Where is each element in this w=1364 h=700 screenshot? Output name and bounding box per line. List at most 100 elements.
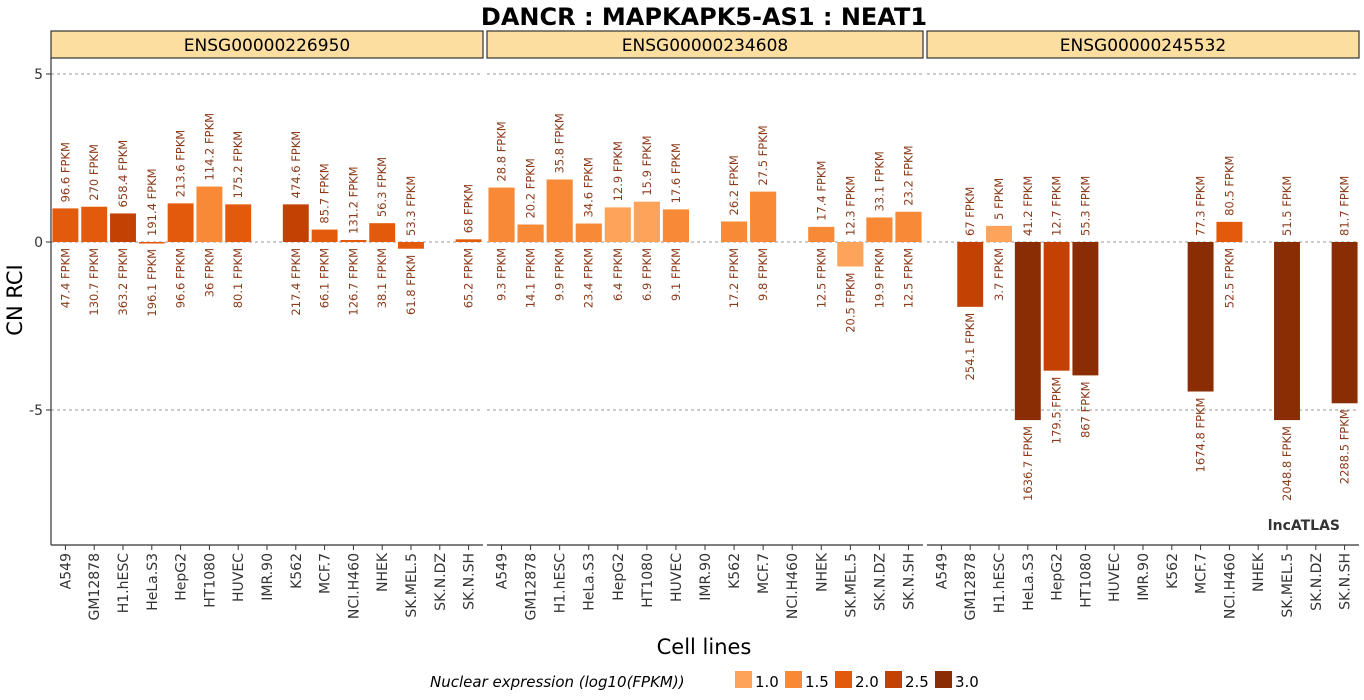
- bar-label-nuclear: 270 FPKM: [87, 144, 101, 201]
- legend-label: 1.5: [805, 673, 829, 691]
- bar-label-cytoplasm: 217.4 FPKM: [289, 248, 303, 316]
- bar: [52, 208, 79, 242]
- bar-label-cytoplasm: 179.5 FPKM: [1050, 377, 1064, 445]
- y-axis: 5 0 -5: [29, 58, 52, 545]
- bar-label-nuclear: 56.3 FPKM: [375, 157, 389, 217]
- panel-3: ENSG00000245532 A549 GM12878 67 FPKM 254.1 F…: [926, 30, 1360, 620]
- bar: [546, 179, 573, 242]
- panel-strip-label: ENSG00000234608: [622, 36, 788, 56]
- x-tick-label: SK.MEL.5: [843, 553, 859, 618]
- legend-swatch: [935, 671, 952, 688]
- bar: [196, 186, 223, 242]
- bar: [1043, 242, 1070, 371]
- bar: [488, 187, 515, 242]
- x-tick-label: GM12878: [524, 553, 540, 620]
- bar-label-nuclear: 15.9 FPKM: [640, 135, 654, 195]
- bar-label-nuclear: 68 FPKM: [462, 184, 476, 233]
- bar-label-cytoplasm: 38.1 FPKM: [375, 248, 389, 308]
- x-tick-label: NCI.H460: [346, 553, 362, 619]
- bar-label-cytoplasm: 6.4 FPKM: [611, 248, 625, 301]
- x-tick-label: HUVEC: [231, 553, 247, 602]
- bar-label-cytoplasm: 80.1 FPKM: [231, 248, 245, 308]
- bar-label-cytoplasm: 867 FPKM: [1078, 381, 1092, 438]
- bar: [311, 229, 338, 242]
- bar: [895, 211, 922, 242]
- bar-label-cytoplasm: 17.2 FPKM: [727, 248, 741, 308]
- legend-label: 2.5: [905, 673, 929, 691]
- bar-label-cytoplasm: 130.7 FPKM: [87, 248, 101, 316]
- x-tick-label: SK.N.DZ: [1309, 553, 1325, 611]
- bar-label-cytoplasm: 23.4 FPKM: [582, 248, 596, 308]
- bar: [282, 204, 309, 242]
- bar-label-cytoplasm: 12.5 FPKM: [901, 248, 915, 308]
- x-tick-label: HeLa.S3: [145, 553, 161, 611]
- bar-label-nuclear: 77.3 FPKM: [1194, 176, 1208, 236]
- bar: [662, 209, 690, 242]
- legend-label: 2.0: [855, 673, 879, 691]
- x-tick-label: HepG2: [1050, 553, 1066, 601]
- bar-label-cytoplasm: 9.3 FPKM: [495, 248, 509, 301]
- panels: ENSG00000226950 A549 96.6 FPKM 47.4 FPKM GM1…: [50, 30, 1360, 620]
- bar: [750, 191, 777, 242]
- bar-label-cytoplasm: 61.8 FPKM: [404, 255, 418, 315]
- bar: [455, 239, 482, 242]
- legend-swatch: [735, 671, 752, 688]
- y-axis-title: CN RCI: [3, 264, 27, 335]
- bar: [837, 242, 864, 267]
- panel-strip-label: ENSG00000245532: [1060, 36, 1226, 56]
- legend-title: Nuclear expression (log10(FPKM)): [430, 673, 685, 691]
- bar-label-nuclear: 81.7 FPKM: [1338, 176, 1352, 236]
- bar: [604, 207, 631, 242]
- panel-1: ENSG00000226950 A549 96.6 FPKM 47.4 FPKM GM1…: [50, 30, 484, 620]
- bar-label-cytoplasm: 2048.8 FPKM: [1280, 426, 1294, 501]
- bar: [1216, 221, 1243, 242]
- bar-label-nuclear: 17.6 FPKM: [669, 143, 683, 203]
- bar: [1274, 242, 1300, 421]
- x-tick-label: H1.hESC: [553, 553, 569, 613]
- x-tick-label: NHEK: [375, 552, 391, 592]
- x-tick-label: HeLa.S3: [1021, 553, 1037, 611]
- x-tick-label: SK.N.SH: [462, 553, 478, 610]
- bar-label-nuclear: 51.5 FPKM: [1280, 176, 1294, 236]
- bar-label-nuclear: 85.7 FPKM: [318, 163, 332, 223]
- panel-2: ENSG00000234608 A549 28.8 FPKM 9.3 FPKM GM12…: [486, 30, 924, 620]
- panel-strip: [926, 30, 1360, 59]
- bar-label-cytoplasm: 196.1 FPKM: [145, 249, 159, 317]
- panel-strip-label: ENSG00000226950: [184, 36, 350, 56]
- bar-label-nuclear: 67 FPKM: [963, 187, 977, 236]
- x-tick-label: A549: [58, 553, 74, 589]
- bar: [957, 242, 984, 307]
- x-tick-label: HT1080: [1078, 553, 1094, 608]
- bar: [225, 204, 252, 242]
- bar: [986, 225, 1012, 242]
- bar: [398, 242, 424, 249]
- x-tick-label: IMR.90: [698, 553, 714, 601]
- bar-label-nuclear: 33.1 FPKM: [872, 151, 886, 211]
- x-tick-label: SK.N.SH: [1338, 553, 1354, 610]
- bar-label-cytoplasm: 65.2 FPKM: [462, 248, 476, 308]
- bar-label-nuclear: 80.5 FPKM: [1222, 156, 1236, 216]
- bar-label-nuclear: 28.8 FPKM: [495, 121, 509, 181]
- bar-label-nuclear: 658.4 FPKM: [116, 140, 130, 208]
- bar-label-cytoplasm: 12.5 FPKM: [814, 248, 828, 308]
- bar: [1331, 242, 1358, 404]
- bar-label-nuclear: 26.2 FPKM: [727, 155, 741, 215]
- x-tick-label: A549: [495, 553, 511, 589]
- legend: Nuclear expression (log10(FPKM)) 1.0 1.5 2.…: [430, 671, 979, 691]
- panel-strip: [50, 30, 484, 59]
- x-tick-label: NHEK: [1251, 552, 1267, 592]
- bar-label-cytoplasm: 126.7 FPKM: [346, 248, 360, 316]
- x-tick-label: SK.N.SH: [901, 553, 917, 610]
- watermark-text: lncATLAS: [1268, 518, 1340, 534]
- bar: [167, 203, 194, 242]
- x-tick-label: MCF.7: [318, 553, 334, 594]
- bar: [110, 213, 136, 242]
- bar-label-nuclear: 41.2 FPKM: [1021, 176, 1035, 236]
- bar-label-cytoplasm: 19.9 FPKM: [872, 248, 886, 308]
- bar: [808, 226, 835, 242]
- bar: [1014, 242, 1041, 421]
- bar-label-cytoplasm: 9.1 FPKM: [669, 248, 683, 301]
- bar-label-cytoplasm: 52.5 FPKM: [1222, 248, 1236, 308]
- bar-label-cytoplasm: 6.9 FPKM: [640, 248, 654, 301]
- x-tick-label: HT1080: [640, 553, 656, 608]
